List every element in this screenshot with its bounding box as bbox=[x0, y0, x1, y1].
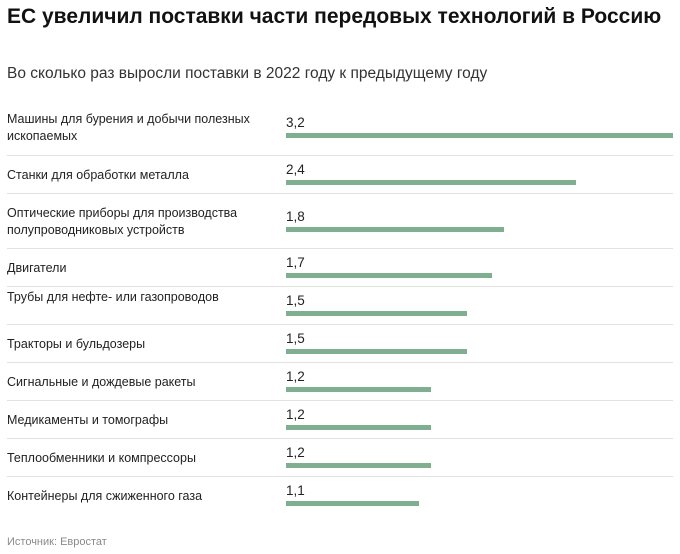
bar-row: Тракторы и бульдозеры 1,5 bbox=[7, 325, 673, 363]
category-label: Станки для обработки металла bbox=[7, 167, 189, 182]
data-label: 1,7 bbox=[286, 255, 305, 270]
bar-row: Машины для бурения и добычи полезных иск… bbox=[7, 100, 673, 156]
category-label: Оптические приборы для производства полу… bbox=[7, 205, 238, 237]
data-label: 1,5 bbox=[286, 331, 305, 346]
category-label: Медикаменты и томографы bbox=[7, 412, 169, 427]
bar bbox=[286, 349, 468, 354]
data-label: 1,2 bbox=[286, 369, 305, 384]
category-label: Машины для бурения и добычи полезных иск… bbox=[7, 112, 250, 143]
data-label: 1,5 bbox=[286, 293, 305, 308]
bar-row: Станки для обработки металла 2,4 bbox=[7, 156, 673, 194]
bar bbox=[286, 180, 577, 185]
bar bbox=[286, 273, 492, 278]
category-label: Двигатели bbox=[7, 260, 67, 275]
bar-row: Медикаменты и томографы 1,2 bbox=[7, 401, 673, 439]
data-label: 1,8 bbox=[286, 208, 305, 224]
bar bbox=[286, 425, 432, 430]
bar bbox=[286, 463, 432, 468]
category-label: Тракторы и бульдозеры bbox=[7, 336, 146, 351]
bar bbox=[286, 226, 504, 232]
chart-title: ЕС увеличил поставки части передовых тех… bbox=[7, 5, 662, 28]
source-note: Источник: Евростат bbox=[7, 536, 107, 548]
data-label: 3,2 bbox=[286, 115, 305, 130]
category-label: Теплообменники и компрессоры bbox=[7, 450, 196, 465]
bar-row: Трубы для нефте- или газопроводов 1,5 bbox=[7, 287, 673, 325]
data-label: 1,1 bbox=[286, 483, 305, 498]
bar bbox=[286, 311, 468, 316]
bar-row: Сигнальные и дождевые ракеты 1,2 bbox=[7, 363, 673, 401]
bar bbox=[286, 387, 432, 392]
bar bbox=[286, 501, 420, 506]
category-label: Трубы для нефте- или газопроводов bbox=[7, 290, 219, 304]
bar-row: Контейнеры для сжиженного газа 1,1 bbox=[7, 477, 673, 515]
chart-subtitle: Во сколько раз выросли поставки в 2022 г… bbox=[7, 65, 488, 82]
data-label: 2,4 bbox=[286, 162, 305, 177]
bar-chart: Машины для бурения и добычи полезных иск… bbox=[0, 100, 680, 520]
category-label: Сигнальные и дождевые ракеты bbox=[7, 374, 196, 389]
data-label: 1,2 bbox=[286, 445, 305, 460]
bar-row: Двигатели 1,7 bbox=[7, 249, 673, 287]
bar-row: Теплообменники и компрессоры 1,2 bbox=[7, 439, 673, 477]
category-label: Контейнеры для сжиженного газа bbox=[7, 488, 203, 503]
bar bbox=[286, 133, 673, 138]
data-label: 1,2 bbox=[286, 407, 305, 422]
bar-row: Оптические приборы для производства полу… bbox=[7, 194, 673, 249]
